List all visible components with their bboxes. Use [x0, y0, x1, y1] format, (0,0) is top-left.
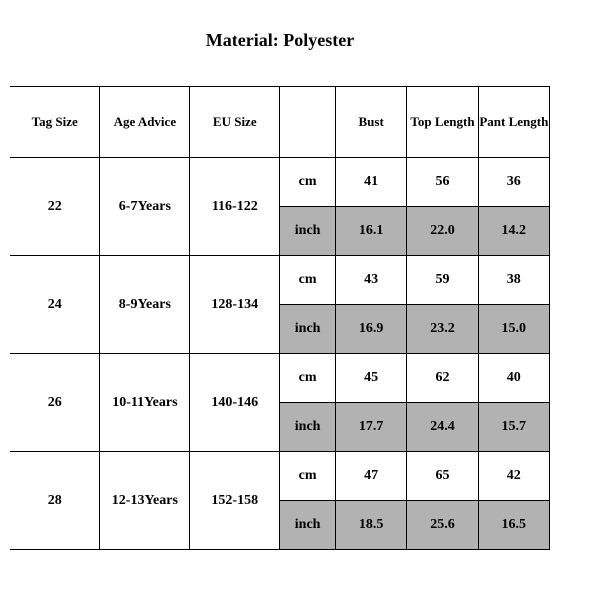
cell-top-length-cm: 56 [407, 158, 478, 207]
col-tag-size: Tag Size [10, 87, 100, 158]
cell-bust-inch: 16.1 [336, 207, 407, 256]
col-pant-length: Pant Length [478, 87, 549, 158]
cell-pant-length-cm: 42 [478, 452, 549, 501]
cell-unit-cm: cm [280, 256, 336, 305]
cell-top-length-inch: 25.6 [407, 501, 478, 550]
cell-top-length-inch: 22.0 [407, 207, 478, 256]
header-row: Tag Size Age Advice EU Size Bust Top Len… [10, 87, 550, 158]
col-top-length: Top Length [407, 87, 478, 158]
cell-bust-inch: 17.7 [336, 403, 407, 452]
page: Material: Polyester Tag Size Age Advice … [0, 0, 600, 600]
col-eu-size: EU Size [190, 87, 280, 158]
cell-pant-length-inch: 16.5 [478, 501, 549, 550]
cell-top-length-inch: 24.4 [407, 403, 478, 452]
size-table: Tag Size Age Advice EU Size Bust Top Len… [10, 86, 550, 550]
col-age-advice: Age Advice [100, 87, 190, 158]
page-title: Material: Polyester [10, 30, 550, 51]
cell-age-advice: 12-13Years [100, 452, 190, 550]
cell-unit-inch: inch [280, 501, 336, 550]
table-row: 22 6-7Years 116-122 cm 41 56 36 [10, 158, 550, 207]
cell-pant-length-cm: 38 [478, 256, 549, 305]
cell-pant-length-cm: 40 [478, 354, 549, 403]
cell-age-advice: 8-9Years [100, 256, 190, 354]
table-row: 28 12-13Years 152-158 cm 47 65 42 [10, 452, 550, 501]
cell-unit-inch: inch [280, 403, 336, 452]
cell-tag-size: 24 [10, 256, 100, 354]
cell-eu-size: 140-146 [190, 354, 280, 452]
cell-bust-cm: 43 [336, 256, 407, 305]
cell-unit-cm: cm [280, 354, 336, 403]
cell-top-length-inch: 23.2 [407, 305, 478, 354]
cell-tag-size: 22 [10, 158, 100, 256]
table-body: 22 6-7Years 116-122 cm 41 56 36 inch 16.… [10, 158, 550, 550]
cell-pant-length-inch: 15.0 [478, 305, 549, 354]
cell-tag-size: 26 [10, 354, 100, 452]
cell-top-length-cm: 62 [407, 354, 478, 403]
cell-top-length-cm: 65 [407, 452, 478, 501]
col-bust: Bust [336, 87, 407, 158]
cell-pant-length-inch: 15.7 [478, 403, 549, 452]
cell-unit-inch: inch [280, 207, 336, 256]
table-row: 26 10-11Years 140-146 cm 45 62 40 [10, 354, 550, 403]
table-row: 24 8-9Years 128-134 cm 43 59 38 [10, 256, 550, 305]
cell-top-length-cm: 59 [407, 256, 478, 305]
cell-eu-size: 152-158 [190, 452, 280, 550]
col-unit [280, 87, 336, 158]
cell-pant-length-cm: 36 [478, 158, 549, 207]
cell-bust-cm: 47 [336, 452, 407, 501]
cell-unit-inch: inch [280, 305, 336, 354]
cell-age-advice: 10-11Years [100, 354, 190, 452]
cell-bust-inch: 18.5 [336, 501, 407, 550]
cell-tag-size: 28 [10, 452, 100, 550]
cell-unit-cm: cm [280, 158, 336, 207]
cell-pant-length-inch: 14.2 [478, 207, 549, 256]
cell-eu-size: 116-122 [190, 158, 280, 256]
cell-bust-cm: 45 [336, 354, 407, 403]
cell-bust-cm: 41 [336, 158, 407, 207]
cell-unit-cm: cm [280, 452, 336, 501]
cell-age-advice: 6-7Years [100, 158, 190, 256]
cell-bust-inch: 16.9 [336, 305, 407, 354]
cell-eu-size: 128-134 [190, 256, 280, 354]
